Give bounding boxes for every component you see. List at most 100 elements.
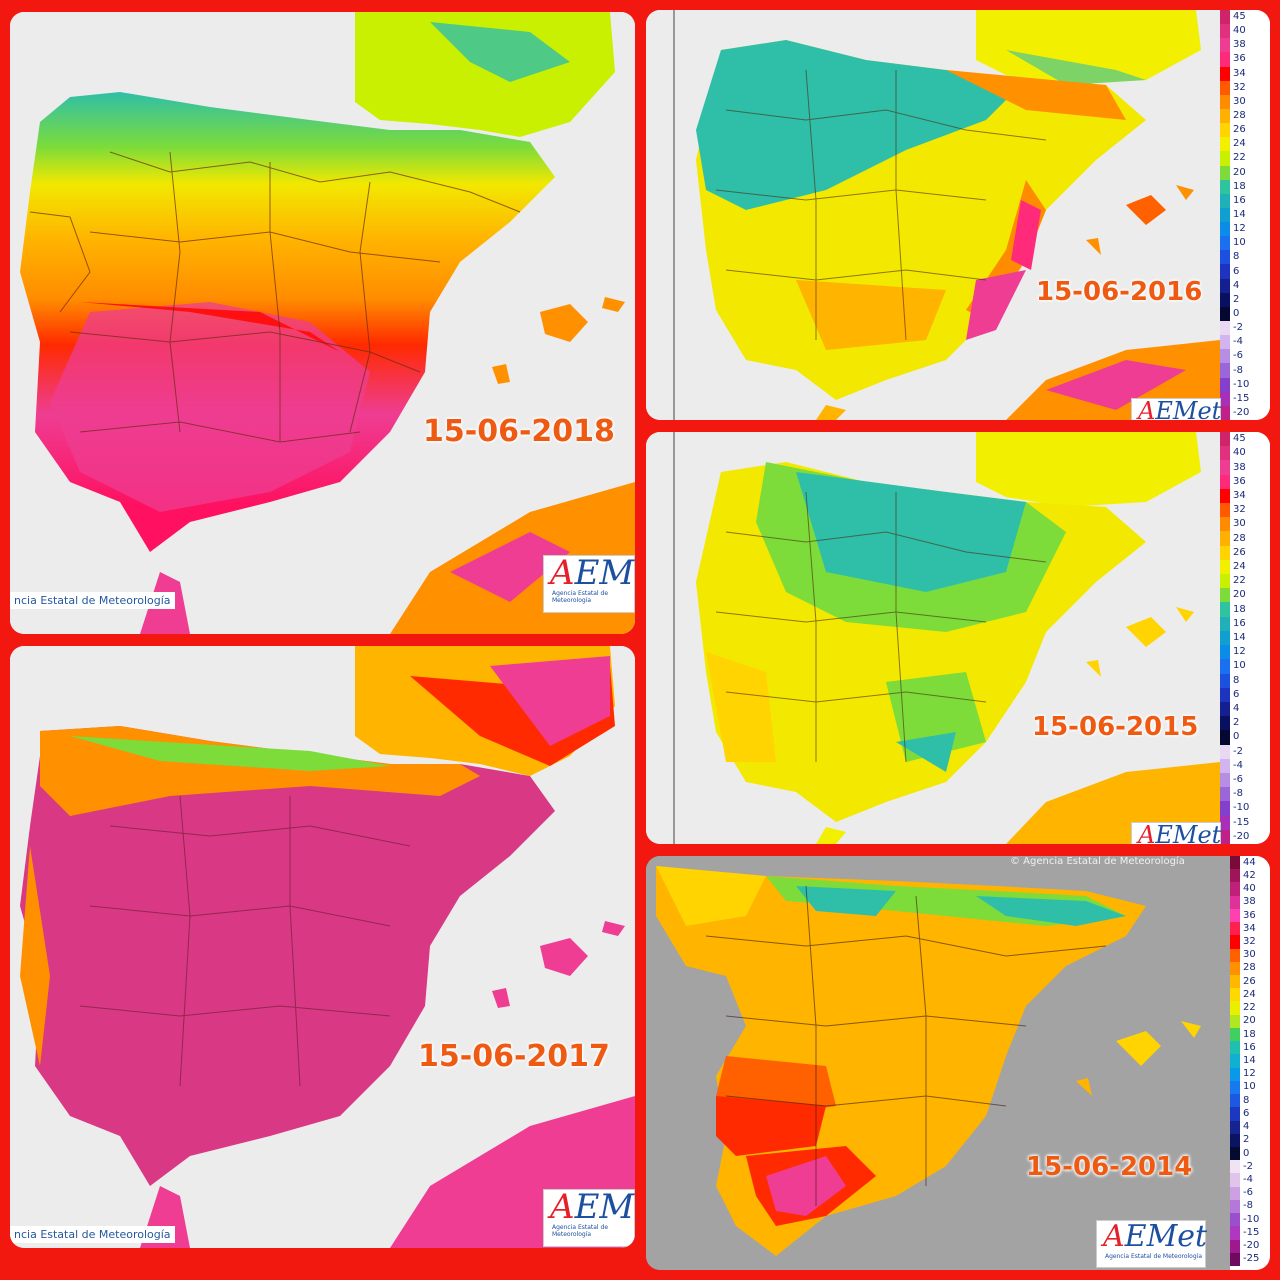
aemet-logo-text: AEMet xyxy=(1132,821,1222,844)
legend-tick-label: 24 xyxy=(1243,988,1256,1000)
legend-swatch xyxy=(1220,758,1230,774)
legend-swatch xyxy=(1220,645,1230,660)
legend-swatch xyxy=(1220,588,1230,603)
legend-swatch xyxy=(1220,744,1230,760)
legend-tick-label: 44 xyxy=(1243,856,1256,868)
legend-tick-label: 12 xyxy=(1233,646,1246,658)
legend-swatch xyxy=(1220,503,1230,518)
legend-tick-label: 36 xyxy=(1233,475,1246,487)
legend-swatch xyxy=(1230,1226,1240,1241)
map-panel-2017: 15-06-2017 ncia Estatal de Meteorología … xyxy=(10,646,635,1248)
legend-tick-label: -2 xyxy=(1233,322,1243,334)
legend-swatch xyxy=(1220,207,1230,223)
legend-tick-label: 18 xyxy=(1233,603,1246,615)
legend-tick-label: 0 xyxy=(1233,307,1240,319)
map-panel-2018: 15-06-2018 ncia Estatal de Meteorología … xyxy=(10,12,635,634)
legend-swatch xyxy=(1230,869,1240,883)
aemet-logo-rest: EMet xyxy=(1155,821,1222,844)
legend-swatch xyxy=(1230,1054,1240,1069)
temperature-legend: 44 42 40 38 36 34 32 30 28 26 24 22 20 18 16 14 12 10 8 6 4 2… xyxy=(1230,856,1270,1270)
legend-tick-label: -2 xyxy=(1243,1160,1253,1172)
legend-tick-label: 30 xyxy=(1233,95,1246,107)
legend-tick-label: -25 xyxy=(1243,1253,1260,1265)
legend-swatch xyxy=(1220,292,1230,308)
legend-tick-label: 6 xyxy=(1233,265,1240,277)
legend-tick-label: 12 xyxy=(1233,223,1246,235)
legend-tick-label: 22 xyxy=(1243,1002,1256,1014)
aemet-logo-letter: A xyxy=(550,1187,575,1227)
legend-swatch xyxy=(1230,895,1240,910)
legend-swatch xyxy=(1230,961,1240,976)
legend-swatch xyxy=(1230,908,1240,923)
legend-swatch xyxy=(1230,1014,1240,1029)
legend-tick-label: 28 xyxy=(1233,110,1246,122)
legend-tick-label: 38 xyxy=(1233,461,1246,473)
legend-tick-label: 34 xyxy=(1243,922,1256,934)
legend-swatch xyxy=(1220,772,1230,788)
temperature-map-2018 xyxy=(10,12,635,634)
legend-swatch xyxy=(1230,1067,1240,1082)
legend-tick-label: -20 xyxy=(1233,406,1250,418)
legend-swatch xyxy=(1220,165,1230,181)
legend-swatch xyxy=(1220,66,1230,82)
legend-tick-label: 14 xyxy=(1233,632,1246,643)
temperature-map-2015 xyxy=(646,432,1220,844)
legend-tick-label: 6 xyxy=(1233,688,1240,700)
date-label: 15-06-2018 xyxy=(423,414,615,449)
legend-tick-label: 18 xyxy=(1243,1028,1256,1040)
legend-swatch xyxy=(1230,1107,1240,1121)
legend-tick-label: 24 xyxy=(1233,138,1246,150)
legend-tick-label: 14 xyxy=(1233,209,1246,220)
legend-swatch xyxy=(1230,1094,1240,1108)
legend-tick-label: 6 xyxy=(1243,1107,1250,1119)
legend-swatch xyxy=(1220,701,1230,717)
map-panel-2015: 45 40 38 36 34 32 30 28 26 24 22 20 18 16 14 12 10 8 6 4 2 0-… xyxy=(646,432,1270,844)
legend-tick-label: 40 xyxy=(1243,883,1256,895)
legend-swatch xyxy=(1230,1146,1240,1161)
aemet-logo-rest: EMet xyxy=(1124,1219,1208,1254)
legend-swatch xyxy=(1230,948,1240,963)
temperature-legend: 45 40 38 36 34 32 30 28 26 24 22 20 18 16 14 12 10 8 6 4 2 0-… xyxy=(1220,10,1270,420)
legend-tick-label: 36 xyxy=(1233,53,1246,65)
legend-swatch xyxy=(1220,829,1230,844)
legend-tick-label: 36 xyxy=(1243,909,1256,921)
legend-tick-label: 12 xyxy=(1243,1068,1256,1080)
legend-swatch xyxy=(1220,24,1230,39)
legend-swatch xyxy=(1220,488,1230,504)
legend-tick-label: 4 xyxy=(1243,1121,1250,1133)
aemet-logo-subtitle: Agencia Estatal de Meteorología xyxy=(552,590,609,604)
legend-swatch xyxy=(1230,1186,1240,1201)
aemet-logo-rest: EMet xyxy=(574,1187,635,1227)
legend-swatch xyxy=(1220,446,1230,461)
aemet-logo: AEMet Agencia Estatal de Meteorología xyxy=(1096,1219,1208,1268)
legend-tick-label: 16 xyxy=(1233,617,1246,629)
aemet-logo: AEMet Agencia Estatal de Meteorología xyxy=(543,1189,635,1247)
legend-swatch xyxy=(1220,250,1230,265)
legend-swatch xyxy=(1230,1252,1240,1267)
legend-swatch xyxy=(1220,517,1230,532)
legend-swatch xyxy=(1230,1080,1240,1095)
legend-tick-label: 42 xyxy=(1243,869,1256,881)
legend-tick-label: -8 xyxy=(1233,364,1243,376)
legend-tick-label: 8 xyxy=(1233,251,1240,263)
legend-tick-label: 40 xyxy=(1233,447,1246,459)
date-label: 15-06-2017 xyxy=(418,1039,610,1074)
legend-tick-label: 10 xyxy=(1243,1081,1256,1093)
legend-tick-label: 2 xyxy=(1233,717,1240,729)
legend-tick-label: 10 xyxy=(1233,237,1246,249)
legend-tick-label: -10 xyxy=(1243,1213,1260,1225)
aemet-logo-letter: A xyxy=(1103,1219,1125,1254)
legend-tick-label: -6 xyxy=(1233,350,1243,362)
legend-tick-label: -15 xyxy=(1243,1226,1260,1238)
legend-swatch xyxy=(1230,1239,1240,1254)
legend-tick-label: 32 xyxy=(1233,504,1246,516)
legend-tick-label: 18 xyxy=(1233,180,1246,192)
legend-swatch xyxy=(1230,1133,1240,1148)
legend-tick-label: -8 xyxy=(1243,1200,1253,1212)
legend-swatch xyxy=(1230,922,1240,936)
legend-swatch xyxy=(1220,179,1230,195)
legend-tick-label: 10 xyxy=(1233,660,1246,672)
legend-tick-label: 14 xyxy=(1243,1055,1256,1066)
aemet-logo-letter: A xyxy=(1138,821,1156,844)
legend-tick-label: -15 xyxy=(1233,816,1250,828)
